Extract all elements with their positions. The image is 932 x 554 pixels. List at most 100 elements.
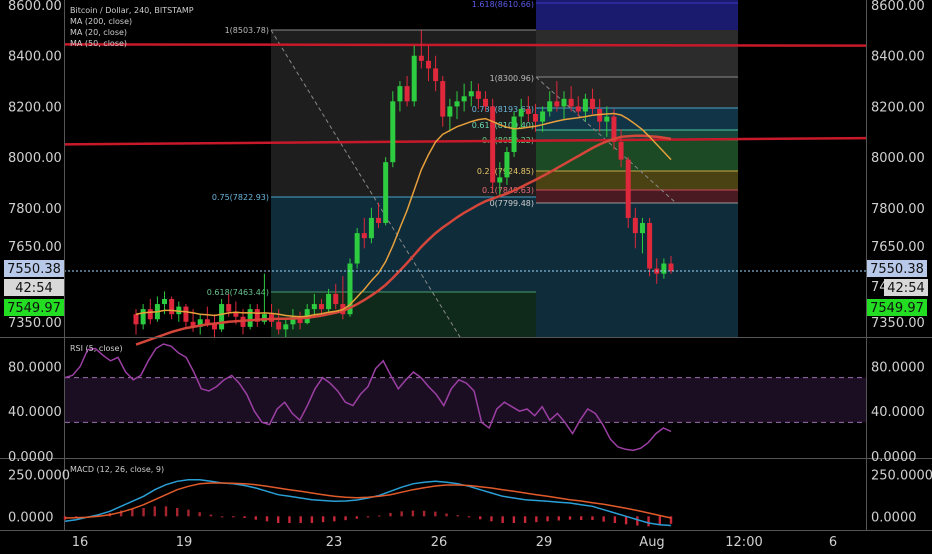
ma200-line[interactable]: [63, 136, 867, 146]
candle: [219, 298, 225, 332]
candle-body: [354, 233, 360, 264]
candle-body: [211, 324, 217, 330]
candle: [283, 319, 289, 337]
fib-retracement-1[interactable]: 1(8503.78) 0.75(7822.93) 0.618(7463.44): [207, 26, 536, 338]
candle-body: [661, 263, 667, 274]
macd-signal-line[interactable]: [64, 482, 672, 519]
macd-histogram-bar: [591, 516, 594, 520]
ma200-line[interactable]: [63, 43, 867, 47]
candle: [547, 91, 553, 117]
macd-tick-label-right: 0.0000: [871, 510, 917, 525]
y-tick-label-right: 7650.00: [871, 240, 925, 255]
macd-pane[interactable]: MACD (12, 26, close, 9): [63, 465, 673, 527]
candle-body: [254, 309, 260, 322]
candle: [554, 81, 560, 112]
candle-body: [311, 304, 317, 310]
x-tick-label: 19: [176, 535, 193, 550]
macd-histogram-bar: [209, 514, 213, 517]
candlestick-series[interactable]: [133, 30, 674, 337]
macd-histogram-bar: [456, 515, 459, 517]
candle: [625, 157, 631, 229]
macd-histogram-bar: [232, 516, 235, 518]
legend-ma200[interactable]: MA (200, close): [70, 17, 132, 26]
bid-price-badge-left: [4, 299, 64, 316]
candle-body: [190, 321, 196, 327]
macd-histogram-bar: [411, 510, 415, 517]
candle-body: [504, 152, 510, 178]
macd-line[interactable]: [64, 478, 672, 527]
ma20-line[interactable]: [135, 112, 672, 318]
axis-labels: 7350.00 7350.00 7650.00 7650.00 7800.00 7800.…: [8, 0, 932, 550]
y-tick-label-left: 8600.00: [8, 0, 62, 14]
candle: [333, 283, 339, 310]
candle: [568, 86, 574, 112]
macd-histogram-bar: [243, 516, 246, 518]
rsi-line[interactable]: [64, 343, 672, 452]
macd-histogram-bar: [131, 508, 134, 517]
candle: [540, 106, 546, 132]
bid-price-badge-right: [867, 299, 927, 316]
candle-body: [404, 86, 410, 102]
candle: [425, 45, 431, 82]
candle: [461, 83, 467, 112]
macd-histogram-bar: [220, 516, 224, 518]
candle-body: [461, 96, 467, 102]
candle: [211, 314, 217, 337]
fib2-label-01: 0.1(7849.63): [482, 186, 534, 195]
candle: [561, 91, 567, 120]
candle: [418, 30, 424, 69]
fib1-label-075: 0.75(7822.93): [212, 193, 269, 202]
macd-histogram-bar: [321, 516, 325, 523]
candle: [604, 106, 610, 137]
rsi-tick-label-right: 80.0000: [871, 360, 925, 375]
candle: [440, 76, 446, 127]
candle: [497, 162, 503, 196]
candle: [483, 91, 489, 112]
macd-histogram-bar: [299, 516, 302, 523]
macd-histogram-bar: [400, 511, 403, 517]
candle-body: [425, 60, 431, 69]
countdown-left: 42:54: [15, 281, 52, 296]
candle-body: [668, 263, 674, 272]
candle-body: [361, 233, 367, 239]
y-tick-label-right: 7800.00: [871, 202, 925, 217]
candle-body: [518, 108, 524, 117]
candle-body: [226, 304, 232, 312]
legend-ma20[interactable]: MA (20, close): [70, 28, 127, 37]
fib1-label-0618: 0.618(7463.44): [207, 288, 269, 297]
candle-body: [290, 316, 296, 325]
ma50-line[interactable]: [135, 134, 672, 346]
macd-histogram-bar: [580, 516, 583, 520]
candle: [326, 288, 332, 312]
macd-histogram-bar: [288, 516, 291, 523]
candle: [404, 76, 410, 107]
last-price-badge-right: [867, 260, 927, 277]
candle: [475, 83, 481, 109]
candle-body: [447, 106, 453, 117]
macd-histogram-bar: [613, 516, 617, 523]
x-tick-label: 29: [536, 535, 553, 550]
macd-histogram-bar: [142, 508, 145, 517]
candle-body: [483, 98, 489, 107]
y-tick-label-left: 7350.00: [8, 316, 62, 331]
rsi-title: RSI (5, close): [70, 344, 123, 353]
rsi-pane[interactable]: RSI (5, close): [64, 343, 866, 452]
candle: [454, 91, 460, 120]
candle-body: [383, 162, 389, 223]
candle-body: [540, 111, 546, 122]
candle-body: [497, 177, 503, 183]
last-price-left: 7550.38: [7, 262, 61, 277]
candle-body: [590, 98, 596, 109]
candle: [133, 309, 139, 335]
candle: [447, 98, 453, 132]
candle-body: [568, 98, 574, 107]
candle-body: [597, 108, 603, 122]
candle-body: [468, 91, 474, 97]
legend-ma50[interactable]: MA (50, close): [70, 39, 127, 48]
macd-histogram-bar: [378, 515, 381, 517]
macd-histogram-bar: [501, 516, 504, 523]
candle-body: [547, 101, 553, 112]
candle: [661, 258, 667, 279]
candle: [411, 45, 417, 107]
